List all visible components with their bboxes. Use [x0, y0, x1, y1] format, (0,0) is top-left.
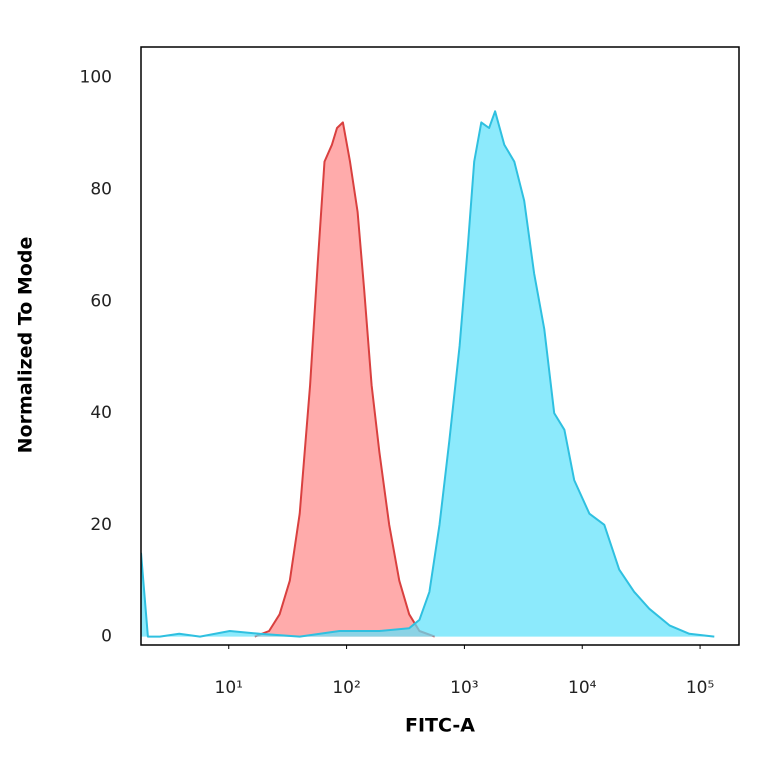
- x-tick-label: 10²: [332, 678, 360, 698]
- y-tick-label: 60: [90, 291, 112, 311]
- area-fill: [141, 111, 715, 637]
- y-tick-label: 40: [90, 403, 112, 423]
- area-line: [141, 110, 715, 638]
- plot-frame: [140, 46, 740, 646]
- area-line: [254, 121, 436, 638]
- y-tick-label: 20: [90, 515, 112, 535]
- x-tick-label: 10⁵: [686, 678, 714, 698]
- x-tick-label: 10³: [450, 678, 478, 698]
- x-axis-label: FITC-A: [405, 715, 475, 737]
- x-tick-label: 10¹: [215, 678, 243, 698]
- y-tick-label: 80: [90, 180, 112, 200]
- area-fill: [254, 122, 435, 637]
- x-tick-label: 10⁴: [568, 678, 597, 698]
- y-axis-label: Normalized To Mode: [15, 237, 37, 454]
- y-tick-label: 0: [101, 627, 112, 647]
- y-tick-label: 100: [80, 68, 112, 88]
